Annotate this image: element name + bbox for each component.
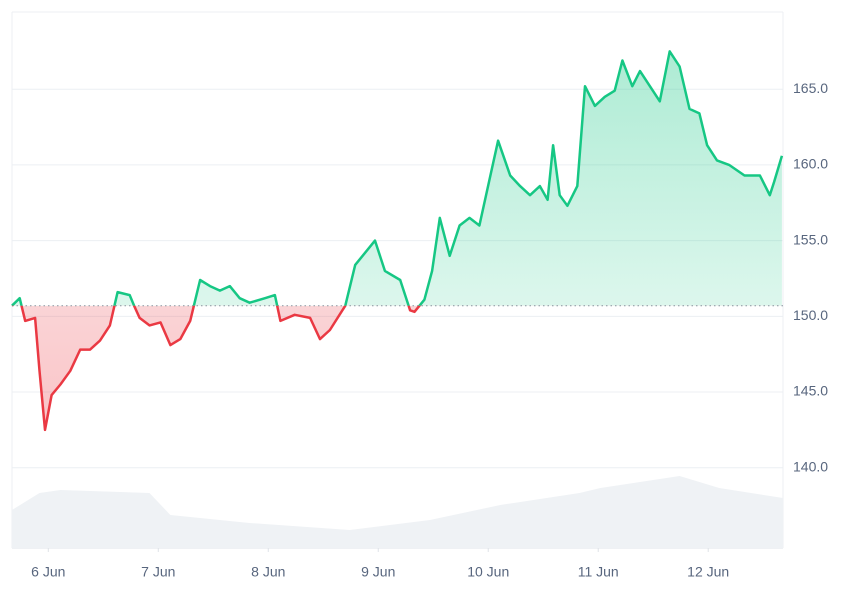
price-line-up bbox=[11, 50, 784, 306]
price-line-down bbox=[12, 305, 422, 432]
x-tick-label: 8 Jun bbox=[251, 564, 285, 580]
y-tick-label: 165.0 bbox=[793, 80, 828, 96]
x-tick-label: 10 Jun bbox=[467, 564, 509, 580]
y-tick-label: 150.0 bbox=[793, 307, 828, 323]
x-tick-label: 6 Jun bbox=[31, 564, 65, 580]
x-tick-label: 7 Jun bbox=[141, 564, 175, 580]
y-tick-label: 145.0 bbox=[793, 383, 828, 399]
y-tick-label: 155.0 bbox=[793, 231, 828, 247]
x-tick-label: 9 Jun bbox=[361, 564, 395, 580]
area-up bbox=[12, 51, 782, 306]
x-tick-label: 12 Jun bbox=[687, 564, 729, 580]
x-tick-label: 11 Jun bbox=[578, 564, 619, 580]
y-tick-label: 160.0 bbox=[793, 156, 828, 172]
y-tick-label: 140.0 bbox=[793, 458, 828, 474]
volume-area bbox=[12, 476, 783, 548]
